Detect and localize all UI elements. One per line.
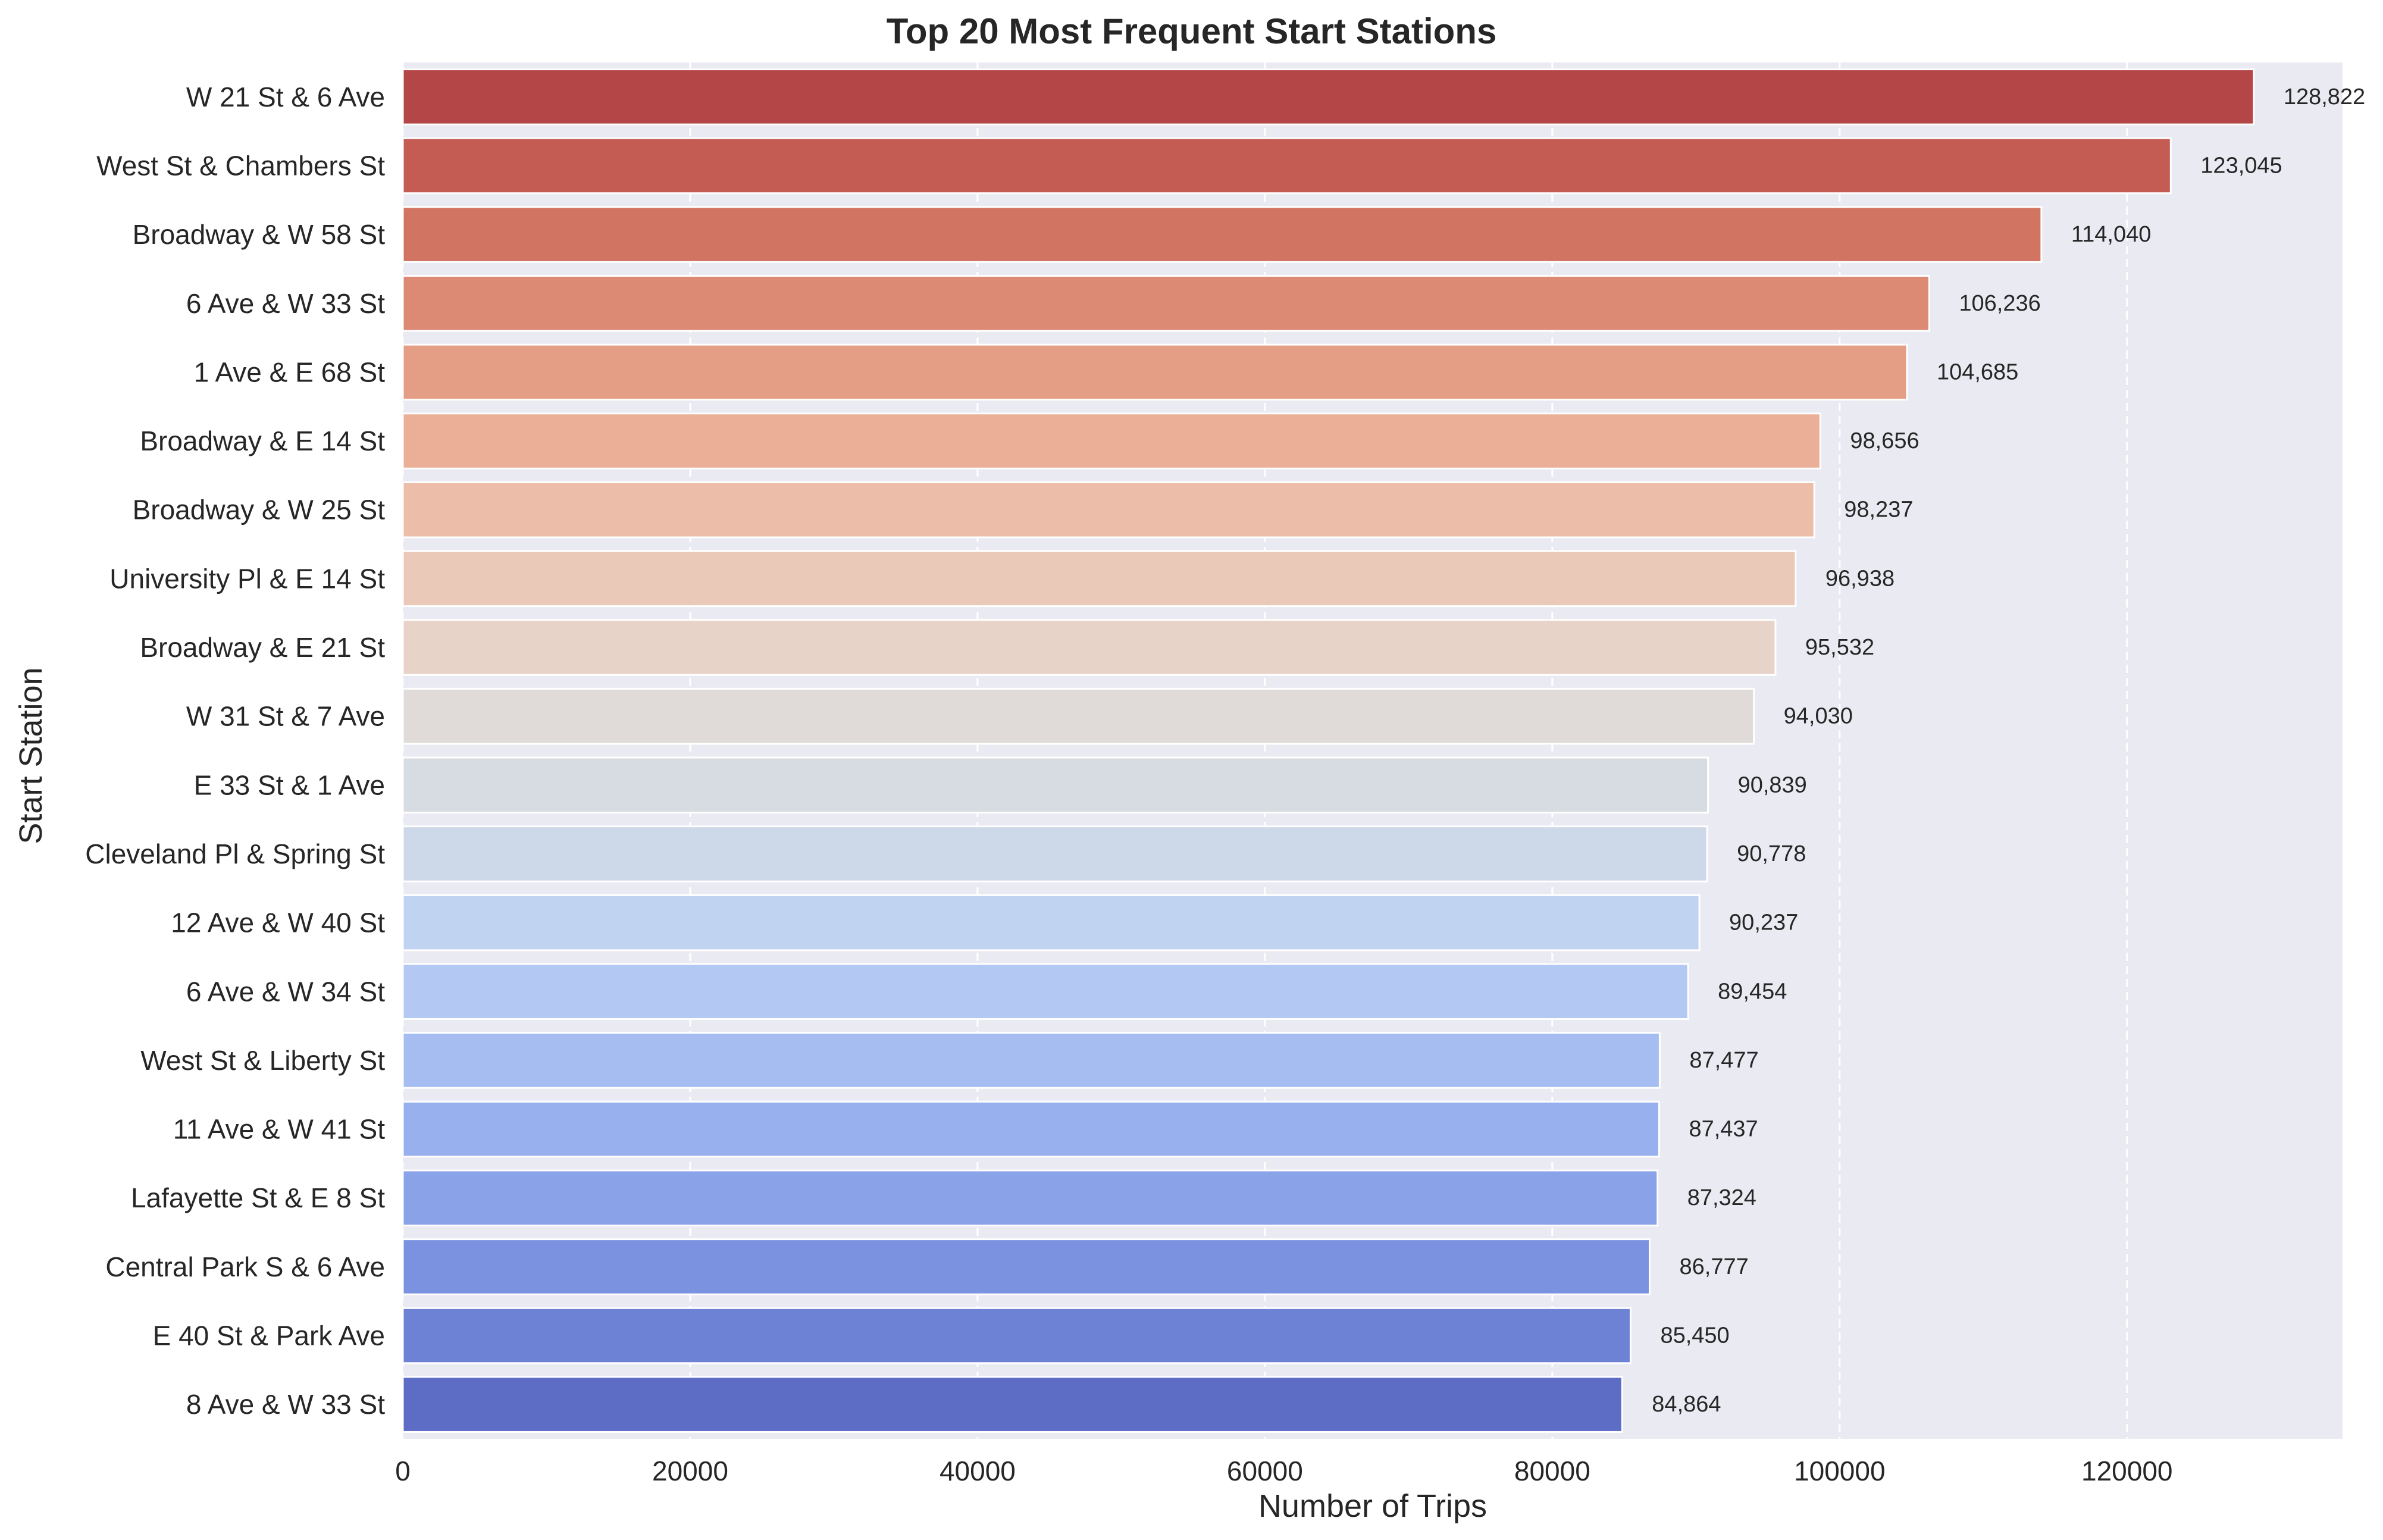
- y-tick-label: 11 Ave & W 41 St: [173, 1114, 385, 1145]
- bar: [402, 825, 1708, 882]
- data-label: 128,822: [2284, 84, 2365, 109]
- y-tick-label: E 40 St & Park Ave: [153, 1320, 385, 1351]
- x-tick-label: 60000: [1227, 1456, 1303, 1486]
- data-label: 87,437: [1689, 1117, 1758, 1142]
- bar: [402, 619, 1777, 676]
- bar: [402, 412, 1821, 469]
- data-label: 90,839: [1738, 772, 1807, 797]
- bar: [402, 550, 1797, 608]
- data-label: 87,477: [1689, 1048, 1758, 1073]
- y-tick-label: 12 Ave & W 40 St: [171, 907, 385, 938]
- bar: [402, 275, 1930, 332]
- x-tick-label: 80000: [1514, 1456, 1590, 1486]
- bar: [402, 68, 2255, 126]
- x-tick-label: 20000: [652, 1456, 728, 1486]
- bar: [402, 687, 1755, 745]
- data-label: 96,938: [1825, 566, 1894, 591]
- y-tick-label: 8 Ave & W 33 St: [186, 1389, 385, 1420]
- data-label: 90,237: [1729, 910, 1798, 935]
- data-label: 123,045: [2200, 153, 2282, 178]
- data-label: 86,777: [1680, 1254, 1749, 1279]
- x-tick-label: 0: [395, 1456, 411, 1486]
- y-tick-label: Broadway & E 14 St: [140, 425, 385, 456]
- y-tick-label: Broadway & W 58 St: [133, 219, 386, 250]
- y-tick-label: Cleveland Pl & Spring St: [85, 838, 385, 869]
- data-label: 98,237: [1844, 497, 1913, 522]
- y-tick-label: Broadway & E 21 St: [140, 632, 385, 663]
- data-label: 84,864: [1652, 1392, 1721, 1417]
- data-label: 104,685: [1937, 359, 2018, 384]
- y-tick-label: Central Park S & 6 Ave: [105, 1251, 385, 1282]
- y-tick-label: W 31 St & 7 Ave: [186, 701, 385, 732]
- x-axis-label: Number of Trips: [1258, 1488, 1488, 1524]
- y-tick-label: University Pl & E 14 St: [109, 563, 385, 594]
- data-label: 90,778: [1737, 841, 1806, 866]
- data-label: 95,532: [1805, 635, 1874, 660]
- bar: [402, 756, 1709, 814]
- y-tick-label: Lafayette St & E 8 St: [131, 1182, 385, 1213]
- y-tick-label: Broadway & W 25 St: [133, 494, 386, 525]
- x-tick-label: 40000: [940, 1456, 1016, 1486]
- y-tick-label: W 21 St & 6 Ave: [186, 82, 385, 112]
- y-tick-label: E 33 St & 1 Ave: [194, 769, 385, 800]
- bar: [402, 1032, 1661, 1089]
- bar: [402, 894, 1701, 951]
- chart-title: Top 20 Most Frequent Start Stations: [886, 11, 1497, 51]
- x-tick-label: 100000: [1794, 1456, 1886, 1486]
- y-tick-label: 6 Ave & W 34 St: [186, 976, 385, 1007]
- x-tick-label: 120000: [2081, 1456, 2173, 1486]
- y-tick-label: 6 Ave & W 33 St: [186, 288, 385, 319]
- bar: [402, 343, 1908, 401]
- bar: [402, 1307, 1632, 1364]
- y-tick-label: 1 Ave & E 68 St: [194, 356, 386, 387]
- data-label: 89,454: [1718, 979, 1787, 1004]
- y-tick-label: West St & Liberty St: [140, 1045, 385, 1076]
- data-label: 94,030: [1784, 704, 1853, 729]
- bar: [402, 137, 2172, 195]
- data-label: 114,040: [2071, 222, 2152, 247]
- bar: [402, 1376, 1623, 1433]
- bar: [402, 963, 1689, 1021]
- plot-background: [403, 62, 2343, 1439]
- data-label: 85,450: [1660, 1323, 1729, 1348]
- bar: [402, 1100, 1660, 1158]
- data-label: 87,324: [1687, 1185, 1756, 1210]
- bar: [402, 1169, 1659, 1226]
- y-tick-label: West St & Chambers St: [96, 150, 385, 181]
- bar: [402, 1238, 1651, 1295]
- data-label: 98,656: [1850, 428, 1919, 453]
- data-label: 106,236: [1959, 291, 2040, 316]
- bar: [402, 481, 1815, 539]
- bar: [402, 206, 2043, 263]
